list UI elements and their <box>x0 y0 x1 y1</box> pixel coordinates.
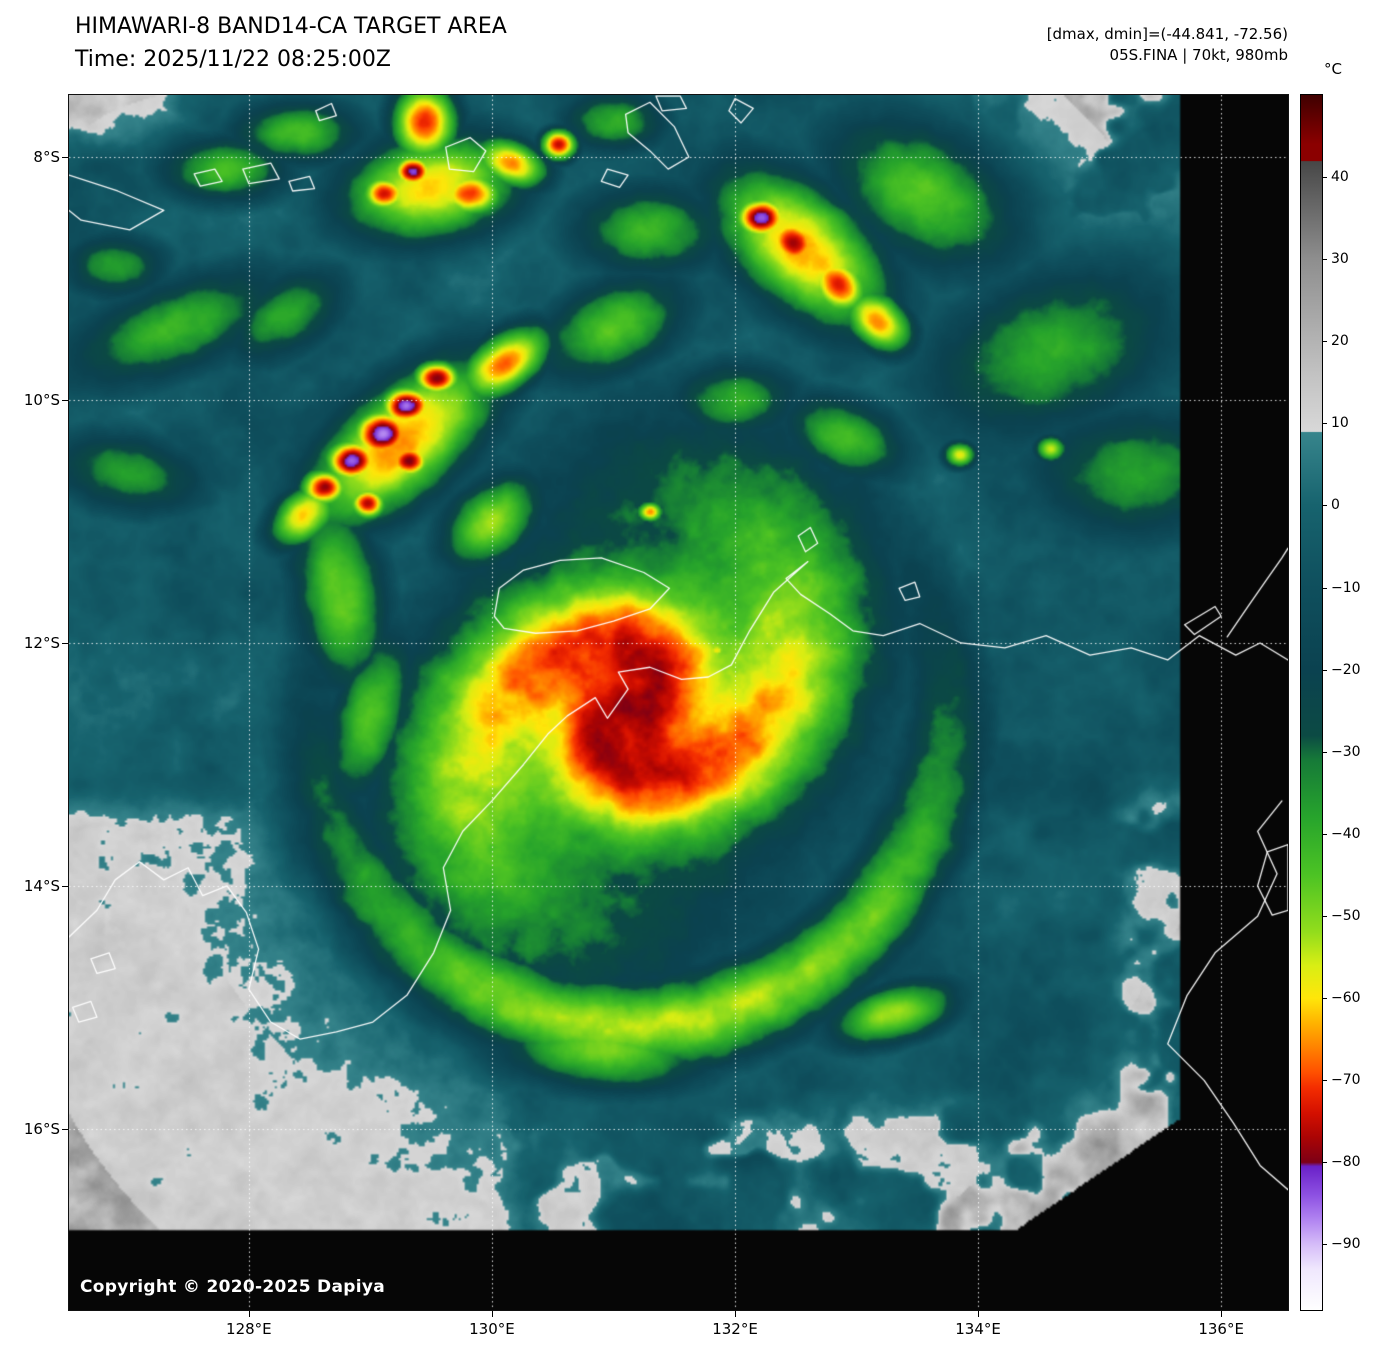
lat-tick-mark <box>62 1128 68 1130</box>
timestamp: Time: 2025/11/22 08:25:00Z <box>75 47 391 72</box>
storm-info-annotation: 05S.FINA | 70kt, 980mb <box>1109 46 1288 64</box>
lat-tick-mark <box>62 642 68 644</box>
lon-tick-label: 130°E <box>469 1320 515 1338</box>
lon-tick-label: 128°E <box>226 1320 272 1338</box>
colorbar-tick-label: −50 <box>1331 907 1361 924</box>
lon-tick-label: 134°E <box>955 1320 1001 1338</box>
colorbar-tick-mark <box>1322 259 1327 261</box>
colorbar-tick-label: 40 <box>1331 169 1349 186</box>
annotations: [dmax, dmin]=(-44.841, -72.56) 05S.FINA … <box>1047 24 1288 66</box>
lat-tick-mark <box>62 399 68 401</box>
lat-tick-label: 10°S <box>23 390 60 409</box>
colorbar-tick-label: −20 <box>1331 661 1361 678</box>
colorbar-tick-label: 30 <box>1331 251 1349 268</box>
lat-tick-label: 14°S <box>23 876 60 895</box>
colorbar-tick-mark <box>1322 423 1327 425</box>
copyright-label: Copyright © 2020-2025 Dapiya <box>80 1277 385 1297</box>
colorbar-tick-mark <box>1322 751 1327 753</box>
satellite-imagery <box>69 95 1288 1310</box>
colorbar <box>1300 94 1323 1311</box>
colorbar-tick-label: −60 <box>1331 990 1361 1007</box>
lat-tick-label: 12°S <box>23 633 60 652</box>
colorbar-tick-mark <box>1322 998 1327 1000</box>
lon-tick-mark <box>735 1311 736 1317</box>
colorbar-tick-label: −30 <box>1331 743 1361 760</box>
lon-tick-label: 132°E <box>712 1320 758 1338</box>
lat-tick-mark <box>62 885 68 887</box>
lon-tick-label: 136°E <box>1198 1320 1244 1338</box>
lon-tick-mark <box>978 1311 980 1317</box>
lat-tick-label: 8°S <box>33 147 60 166</box>
colorbar-tick-mark <box>1322 1080 1327 1082</box>
colorbar-tick-label: −80 <box>1331 1154 1361 1171</box>
lat-tick-label: 16°S <box>23 1119 60 1138</box>
colorbar-tick-mark <box>1322 1162 1327 1164</box>
colorbar-tick-mark <box>1322 669 1327 671</box>
colorbar-tick-mark <box>1322 341 1327 343</box>
colorbar-tick-mark <box>1322 1244 1327 1246</box>
colorbar-tick-mark <box>1322 587 1327 589</box>
colorbar-tick-label: 10 <box>1331 415 1349 432</box>
colorbar-tick-mark <box>1322 915 1327 917</box>
lon-tick-mark <box>1221 1311 1223 1317</box>
map-plot: Copyright © 2020-2025 Dapiya <box>68 94 1289 1311</box>
dmax-dmin-annotation: [dmax, dmin]=(-44.841, -72.56) <box>1046 25 1288 43</box>
colorbar-tick-mark <box>1322 505 1327 507</box>
colorbar-unit-label: °C <box>1324 60 1342 78</box>
lat-tick-mark <box>62 156 68 158</box>
colorbar-tick-label: −70 <box>1331 1072 1361 1089</box>
colorbar-tick-mark <box>1322 177 1327 179</box>
lon-tick-mark <box>248 1311 250 1317</box>
colorbar-tick-label: 20 <box>1331 333 1349 350</box>
lon-tick-mark <box>491 1311 493 1317</box>
colorbar-tick-mark <box>1322 833 1327 835</box>
colorbar-tick-label: −10 <box>1331 579 1361 596</box>
colorbar-tick-label: −40 <box>1331 825 1361 842</box>
colorbar-tick-label: −90 <box>1331 1236 1361 1253</box>
colorbar-tick-label: 0 <box>1331 497 1340 514</box>
page-title: HIMAWARI-8 BAND14-CA TARGET AREA <box>75 14 507 39</box>
